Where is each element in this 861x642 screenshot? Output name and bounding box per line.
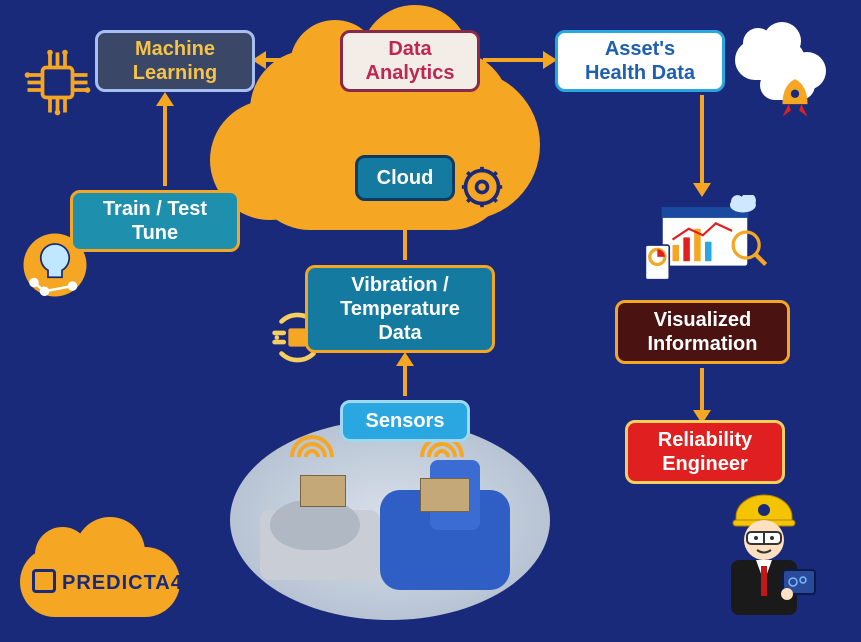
engineer-avatar-icon [701, 482, 821, 622]
node-label: Visualized Information [648, 308, 758, 356]
arrow [260, 58, 336, 62]
node-vibration: Vibration / Temperature Data [305, 265, 495, 353]
arrow-head-icon [396, 92, 414, 106]
rocket-icon [770, 75, 820, 125]
arrow [163, 100, 167, 186]
arrow [483, 58, 545, 62]
arrow [700, 95, 704, 185]
node-machine-learning: Machine Learning [95, 30, 255, 92]
node-label: Machine Learning [133, 37, 217, 85]
node-cloud: Cloud [355, 155, 455, 201]
node-label: Train / Test Tune [103, 197, 207, 245]
node-sensors: Sensors [340, 400, 470, 442]
node-label: Reliability Engineer [658, 428, 752, 476]
logo-chip-icon [32, 569, 56, 593]
arrow [403, 208, 407, 260]
logo-badge: PREDICTA4 [20, 537, 200, 622]
logo-text: PREDICTA4 [62, 572, 183, 595]
node-data-analytics: Data Analytics [340, 30, 480, 92]
arrow-head-icon [396, 352, 414, 366]
node-train-test: Train / Test Tune [70, 190, 240, 252]
arrow-head-icon [396, 200, 414, 214]
node-asset-health: Asset's Health Data [555, 30, 725, 92]
node-label: Cloud [377, 166, 434, 190]
node-label: Data Analytics [366, 37, 455, 85]
arrow [700, 368, 704, 414]
node-label: Asset's Health Data [585, 37, 695, 85]
arrow-head-icon [156, 92, 174, 106]
node-reliability: Reliability Engineer [625, 420, 785, 484]
node-label: Sensors [366, 409, 445, 433]
pump-equipment-image [230, 420, 550, 620]
node-visualized: Visualized Information [615, 300, 790, 364]
chip-icon [20, 45, 95, 120]
arrow [403, 100, 407, 150]
node-label: Vibration / Temperature Data [340, 273, 460, 345]
arrow-head-icon [693, 183, 711, 197]
gear-icon [460, 165, 504, 209]
dashboard-icon [640, 195, 770, 295]
